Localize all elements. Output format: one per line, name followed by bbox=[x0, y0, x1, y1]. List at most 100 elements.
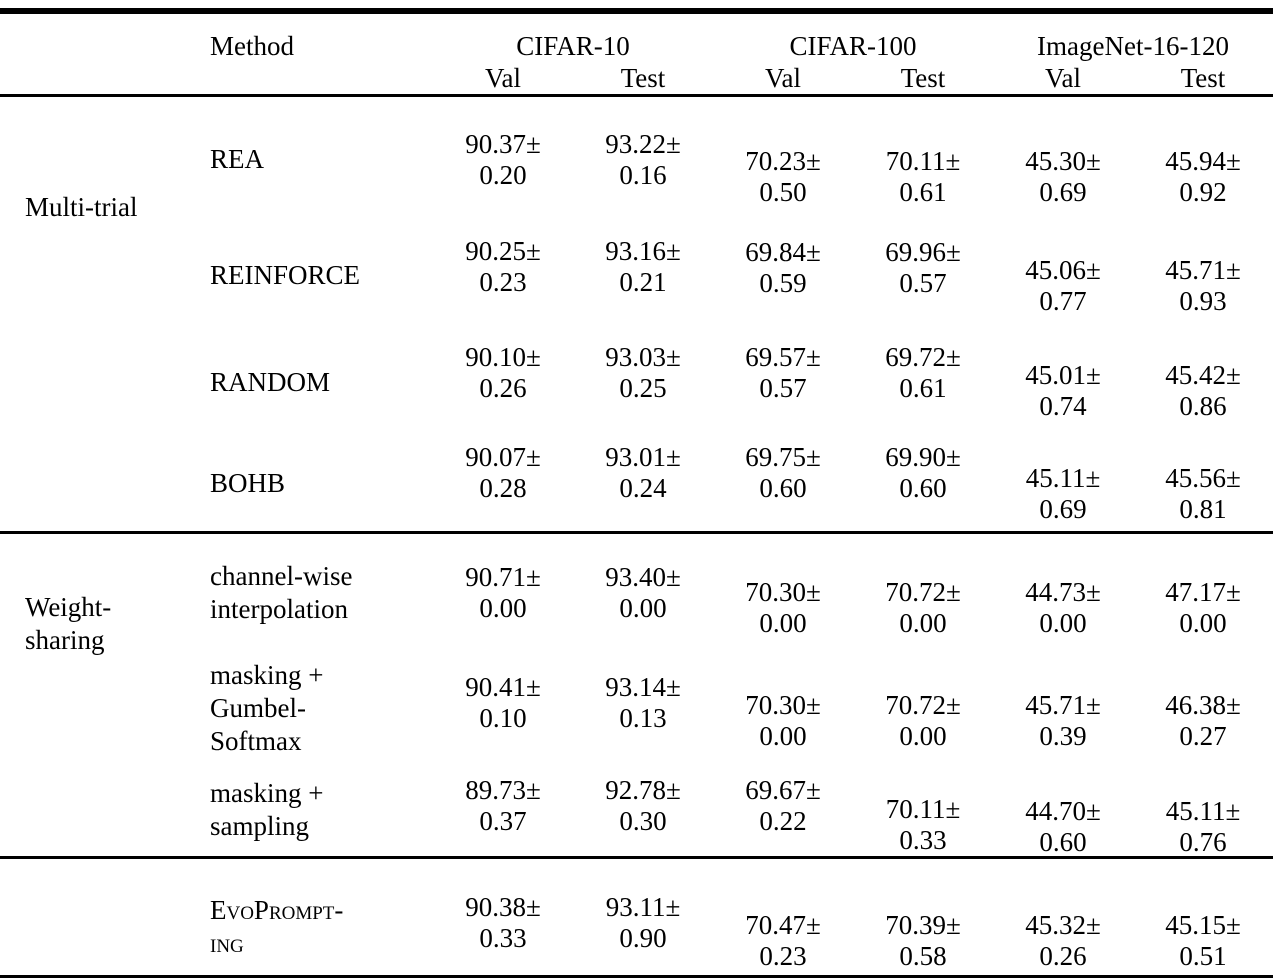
mean-value: 70.23 bbox=[745, 145, 806, 176]
value-cell: 90.07± 0.28 bbox=[433, 442, 573, 504]
value-cell: 69.67± 0.22 bbox=[713, 775, 853, 837]
mean-value: 93.01 bbox=[605, 442, 666, 472]
value-cell: 47.17± 0.00 bbox=[1133, 577, 1273, 639]
mean-line: 45.11± bbox=[1166, 796, 1241, 827]
value-cell: 45.94± 0.92 bbox=[1133, 146, 1273, 208]
plus-minus-sign: ± bbox=[1225, 145, 1241, 176]
column-header-cifar10: CIFAR-10 bbox=[516, 31, 630, 61]
mean-value: 90.25 bbox=[465, 235, 526, 266]
mean-line: 45.71± bbox=[1025, 690, 1101, 721]
plus-minus-sign: ± bbox=[1225, 796, 1241, 826]
plus-minus-sign: ± bbox=[945, 342, 961, 372]
mean-line: 89.73± bbox=[465, 775, 541, 806]
value-cell: 69.75± 0.60 bbox=[713, 442, 853, 504]
group-label: Weight- sharing bbox=[25, 592, 112, 655]
mean-line: 70.11± bbox=[886, 794, 961, 825]
mean-value: 69.96 bbox=[885, 236, 946, 267]
mean-line: 45.15± bbox=[1165, 910, 1241, 941]
plus-minus-sign: ± bbox=[1225, 690, 1241, 720]
table-row: masking + Gumbel- Softmax 90.41± 0.10 93.14… bbox=[0, 652, 1273, 764]
plus-minus-sign: ± bbox=[525, 128, 541, 159]
plus-minus-sign: ± bbox=[805, 342, 821, 372]
value-cell: 70.47± 0.23 bbox=[713, 910, 853, 972]
subheader-cifar100-test: Test bbox=[900, 62, 946, 93]
value-cell: 45.15± 0.51 bbox=[1133, 910, 1273, 972]
mean-line: 90.41± bbox=[465, 672, 541, 703]
value-cell: 44.73± 0.00 bbox=[993, 577, 1133, 639]
value-cell: 93.01± 0.24 bbox=[573, 442, 713, 504]
value-cell: 93.16± 0.21 bbox=[573, 236, 713, 298]
plus-minus-sign: ± bbox=[805, 236, 821, 267]
plus-minus-sign: ± bbox=[945, 145, 961, 176]
mean-line: 47.17± bbox=[1165, 577, 1241, 608]
mean-line: 69.96± bbox=[885, 237, 961, 268]
mean-line: 45.71± bbox=[1165, 255, 1241, 286]
mean-line: 70.72± bbox=[885, 577, 961, 608]
plus-minus-sign: ± bbox=[805, 690, 821, 720]
subheader-cifar10-val: Val bbox=[485, 62, 521, 93]
value-cell: 90.41± 0.10 bbox=[433, 672, 573, 734]
plus-minus-sign: ± bbox=[1085, 796, 1101, 826]
mean-value: 70.47 bbox=[745, 910, 806, 940]
table-body: Multi-trial REA 90.37± 0.20 93.22± 0.16 70.23±… bbox=[0, 97, 1273, 975]
plus-minus-sign: ± bbox=[525, 562, 541, 592]
std-value: 0.93 bbox=[1179, 285, 1227, 316]
std-value: 0.20 bbox=[479, 159, 527, 190]
std-value: 0.61 bbox=[899, 176, 947, 207]
mean-value: 46.38 bbox=[1165, 690, 1226, 720]
value-cell: 70.11± 0.61 bbox=[853, 146, 993, 208]
plus-minus-sign: ± bbox=[665, 128, 681, 159]
value-cell: 45.30± 0.69 bbox=[993, 146, 1133, 208]
method-cell: BOHB bbox=[210, 467, 286, 498]
table-row: masking + sampling 89.73± 0.37 92.78± 0.30 69… bbox=[0, 764, 1273, 858]
value-cell: 70.72± 0.00 bbox=[853, 577, 993, 639]
std-value: 0.00 bbox=[899, 608, 947, 638]
std-value: 0.58 bbox=[899, 941, 947, 971]
value-cell: 90.38± 0.33 bbox=[433, 892, 573, 954]
header-row-datasets: Method CIFAR-10 CIFAR-100 ImageNet-16-12… bbox=[0, 18, 1273, 62]
mean-line: 70.30± bbox=[745, 577, 821, 608]
std-value: 0.00 bbox=[899, 721, 947, 751]
mean-line: 93.16± bbox=[605, 236, 681, 267]
std-value: 0.39 bbox=[1039, 721, 1087, 751]
std-value: 0.51 bbox=[1179, 941, 1227, 971]
std-value: 0.61 bbox=[899, 373, 947, 403]
mean-line: 70.30± bbox=[745, 690, 821, 721]
value-cell: 70.39± 0.58 bbox=[853, 910, 993, 972]
std-value: 0.13 bbox=[619, 703, 667, 733]
mean-line: 90.10± bbox=[465, 342, 541, 373]
value-cell: 45.32± 0.26 bbox=[993, 910, 1133, 972]
value-cell: 44.70± 0.60 bbox=[993, 796, 1133, 858]
value-cell: 69.96± 0.57 bbox=[853, 237, 993, 299]
mean-value: 45.32 bbox=[1025, 910, 1086, 940]
subheader-imagenet-test: Test bbox=[1180, 62, 1226, 93]
bottom-rule bbox=[0, 975, 1273, 978]
mean-line: 45.01± bbox=[1025, 360, 1101, 391]
std-value: 0.76 bbox=[1179, 827, 1227, 857]
std-value: 0.37 bbox=[479, 806, 527, 836]
mean-line: 70.47± bbox=[745, 910, 821, 941]
mean-line: 45.56± bbox=[1165, 463, 1241, 494]
mean-line: 44.73± bbox=[1025, 577, 1101, 608]
mean-value: 70.72 bbox=[885, 577, 946, 607]
plus-minus-sign: ± bbox=[1085, 360, 1101, 390]
plus-minus-sign: ± bbox=[1225, 577, 1241, 607]
plus-minus-sign: ± bbox=[1225, 254, 1241, 285]
mean-value: 90.38 bbox=[465, 892, 526, 922]
mean-line: 93.01± bbox=[605, 442, 681, 473]
mean-value: 90.07 bbox=[465, 442, 526, 472]
value-cell: 93.11± 0.90 bbox=[573, 892, 713, 954]
mean-value: 90.71 bbox=[465, 562, 526, 592]
plus-minus-sign: ± bbox=[665, 442, 681, 472]
mean-value: 89.73 bbox=[465, 775, 526, 805]
std-value: 0.30 bbox=[619, 806, 667, 836]
mean-value: 45.94 bbox=[1165, 145, 1226, 176]
mean-line: 45.06± bbox=[1025, 255, 1101, 286]
table-row: REINFORCE 90.25± 0.23 93.16± 0.21 69.84± 0.59 6… bbox=[0, 222, 1273, 329]
std-value: 0.57 bbox=[759, 373, 807, 403]
subheader-cifar10-test: Test bbox=[620, 62, 666, 93]
mean-value: 69.90 bbox=[885, 442, 946, 472]
value-cell: 90.71± 0.00 bbox=[433, 562, 573, 624]
column-header-imagenet-16-120: ImageNet-16-120 bbox=[1037, 31, 1229, 61]
std-value: 0.27 bbox=[1179, 721, 1227, 751]
